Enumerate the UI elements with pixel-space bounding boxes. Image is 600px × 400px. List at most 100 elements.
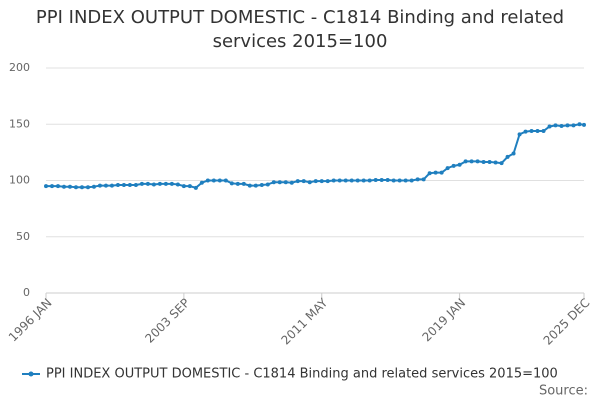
point	[271, 180, 276, 185]
point	[157, 181, 162, 186]
x-tick-label: 2025 DEC	[541, 296, 593, 348]
point	[187, 184, 192, 189]
point	[247, 183, 252, 188]
point	[433, 170, 438, 175]
point	[67, 184, 72, 189]
point	[349, 178, 354, 183]
point	[73, 185, 78, 190]
point	[535, 129, 540, 133]
point	[169, 181, 174, 186]
point	[355, 178, 360, 183]
point	[175, 182, 180, 187]
point	[259, 183, 264, 187]
point	[559, 123, 564, 128]
point	[517, 132, 522, 137]
point	[211, 178, 216, 183]
point	[121, 183, 126, 187]
point	[193, 185, 198, 190]
point	[109, 183, 114, 188]
y-tick-label: 0	[23, 286, 30, 299]
point	[367, 178, 372, 183]
point	[439, 170, 444, 175]
point	[97, 183, 102, 188]
point	[505, 154, 510, 159]
point	[289, 180, 294, 185]
point	[139, 181, 144, 186]
point	[223, 178, 228, 183]
point	[331, 178, 336, 183]
line	[46, 123, 585, 189]
point	[421, 177, 426, 182]
point	[457, 162, 462, 167]
point	[493, 160, 498, 165]
y-tick-label: 100	[9, 174, 30, 187]
point	[511, 151, 516, 156]
point	[469, 159, 474, 164]
point	[79, 185, 84, 190]
point	[253, 183, 258, 188]
point	[115, 183, 120, 187]
point	[91, 184, 96, 189]
point	[55, 184, 60, 189]
point	[229, 181, 234, 186]
point	[529, 129, 534, 133]
point	[463, 159, 468, 164]
point	[199, 180, 204, 185]
point	[151, 182, 156, 187]
point	[295, 179, 300, 184]
point	[427, 171, 432, 176]
legend-label: PPI INDEX OUTPUT DOMESTIC - C1814 Bindin…	[46, 367, 558, 382]
point	[571, 123, 576, 128]
legend-marker	[28, 371, 34, 377]
point	[205, 178, 210, 183]
x-tick-label: 2011 MAY	[278, 295, 330, 347]
point	[415, 177, 420, 182]
point	[451, 163, 456, 168]
point	[391, 178, 396, 183]
point	[145, 181, 150, 186]
point	[241, 181, 246, 186]
point	[481, 159, 486, 164]
point	[403, 178, 408, 183]
point	[163, 181, 168, 186]
chart-title: PPI INDEX OUTPUT DOMESTIC - C1814 Bindin…	[35, 7, 565, 52]
x-tick-label: 2019 JAN	[420, 296, 469, 345]
point	[397, 178, 402, 183]
point	[49, 184, 54, 189]
point	[487, 159, 492, 164]
point	[307, 180, 312, 185]
point	[85, 185, 90, 190]
point	[277, 180, 282, 185]
point	[127, 183, 132, 187]
point	[373, 177, 378, 182]
point	[565, 123, 570, 128]
point	[181, 184, 186, 189]
point	[409, 178, 414, 183]
point	[337, 178, 342, 183]
point	[541, 129, 546, 133]
x-tick-label: 1996 JAN	[6, 296, 55, 345]
point	[265, 182, 270, 187]
y-tick-label: 200	[9, 61, 30, 74]
point	[547, 124, 552, 129]
source: Source:	[539, 384, 588, 399]
point	[523, 129, 528, 134]
point	[235, 181, 240, 186]
point	[319, 179, 324, 184]
point	[313, 179, 318, 184]
point	[217, 178, 222, 183]
y-tick-label: 50	[16, 230, 30, 243]
point	[379, 177, 384, 182]
point	[361, 178, 366, 183]
point	[577, 122, 582, 127]
point	[325, 179, 330, 184]
point	[283, 180, 288, 185]
point	[445, 166, 450, 171]
point	[133, 183, 138, 187]
point	[343, 178, 348, 183]
point	[475, 159, 480, 164]
point	[44, 184, 48, 189]
point	[553, 123, 558, 128]
